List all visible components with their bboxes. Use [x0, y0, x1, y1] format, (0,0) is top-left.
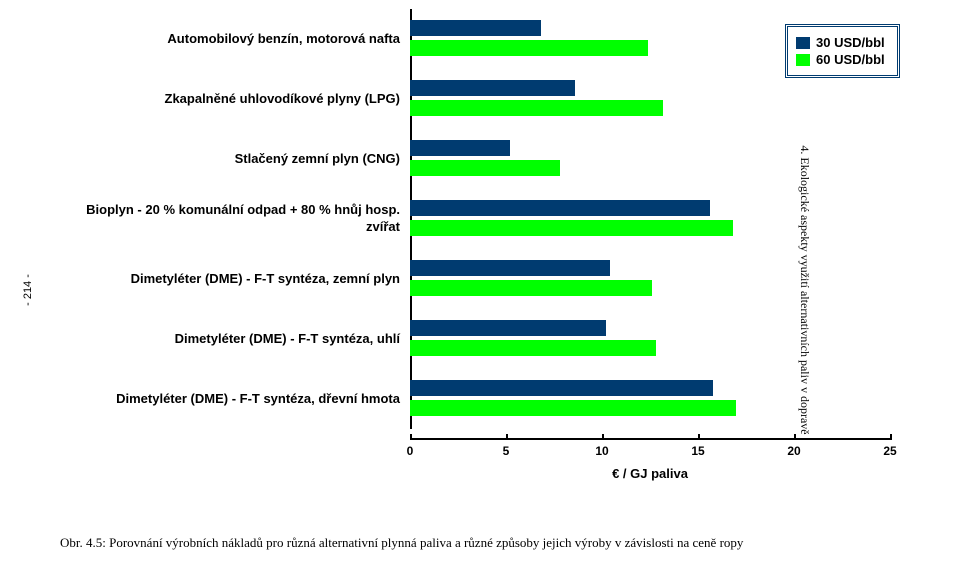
bar-series-60usd	[410, 400, 736, 416]
bar-series-60usd	[410, 220, 733, 236]
bar-series-30usd	[410, 320, 606, 336]
x-tick	[890, 434, 892, 440]
category-label: Bioplyn - 20 % komunální odpad + 80 % hn…	[60, 202, 410, 236]
chart: Automobilový benzín, motorová nafta Zkapa…	[60, 18, 930, 481]
category-label: Automobilový benzín, motorová nafta	[60, 31, 410, 48]
page-number: - 214 -	[22, 274, 34, 306]
y-axis-segment	[410, 369, 412, 429]
category-label: Dimetyléter (DME) - F-T syntéza, uhlí	[60, 331, 410, 348]
bar-series-60usd	[410, 160, 560, 176]
x-axis-label: € / GJ paliva	[410, 466, 890, 481]
y-axis-segment	[410, 309, 412, 369]
bar-cell	[410, 318, 890, 360]
figure-caption: Obr. 4.5: Porovnání výrobních nákladů pr…	[60, 535, 910, 551]
x-tick-label: 0	[407, 444, 414, 458]
bar-cell	[410, 138, 890, 180]
bar-cell	[410, 78, 890, 120]
legend-swatch	[796, 54, 810, 66]
y-axis-segment	[410, 249, 412, 309]
bar-series-60usd	[410, 280, 652, 296]
chart-row: Bioplyn - 20 % komunální odpad + 80 % hn…	[60, 198, 930, 240]
category-label: Dimetyléter (DME) - F-T syntéza, zemní p…	[60, 271, 410, 288]
chart-row: Dimetyléter (DME) - F-T syntéza, dřevní …	[60, 378, 930, 420]
bar-cell	[410, 378, 890, 420]
chart-row: Dimetyléter (DME) - F-T syntéza, zemní p…	[60, 258, 930, 300]
bar-series-30usd	[410, 260, 610, 276]
x-tick-label: 10	[595, 444, 608, 458]
chart-row: Zkapalněné uhlovodíkové plyny (LPG)	[60, 78, 930, 120]
bar-series-30usd	[410, 140, 510, 156]
bar-series-30usd	[410, 200, 710, 216]
bar-series-60usd	[410, 40, 648, 56]
category-label: Zkapalněné uhlovodíkové plyny (LPG)	[60, 91, 410, 108]
bar-series-60usd	[410, 100, 663, 116]
x-tick-label: 25	[883, 444, 896, 458]
x-tick	[410, 434, 412, 440]
legend-item: 30 USD/bbl	[796, 35, 885, 50]
y-axis-segment	[410, 69, 412, 129]
bar-series-60usd	[410, 340, 656, 356]
x-axis: 0510152025	[410, 438, 890, 458]
legend: 30 USD/bbl 60 USD/bbl	[785, 24, 900, 78]
chart-row: Dimetyléter (DME) - F-T syntéza, uhlí	[60, 318, 930, 360]
bar-series-30usd	[410, 80, 575, 96]
bar-series-30usd	[410, 380, 713, 396]
category-label: Dimetyléter (DME) - F-T syntéza, dřevní …	[60, 391, 410, 408]
y-axis-segment	[410, 9, 412, 69]
y-axis-segment	[410, 129, 412, 189]
category-label: Stlačený zemní plyn (CNG)	[60, 151, 410, 168]
legend-swatch	[796, 37, 810, 49]
x-tick	[506, 434, 508, 440]
legend-item: 60 USD/bbl	[796, 52, 885, 67]
x-tick-label: 5	[503, 444, 510, 458]
chart-row: Stlačený zemní plyn (CNG)	[60, 138, 930, 180]
x-tick-label: 15	[691, 444, 704, 458]
bar-series-30usd	[410, 20, 541, 36]
bar-cell	[410, 198, 890, 240]
bar-cell	[410, 258, 890, 300]
y-axis-segment	[410, 189, 412, 249]
x-tick	[698, 434, 700, 440]
x-tick-label: 20	[787, 444, 800, 458]
legend-label: 60 USD/bbl	[816, 52, 885, 67]
chart-rows: Automobilový benzín, motorová nafta Zkapa…	[60, 18, 930, 420]
legend-label: 30 USD/bbl	[816, 35, 885, 50]
x-tick	[794, 434, 796, 440]
x-tick	[602, 434, 604, 440]
